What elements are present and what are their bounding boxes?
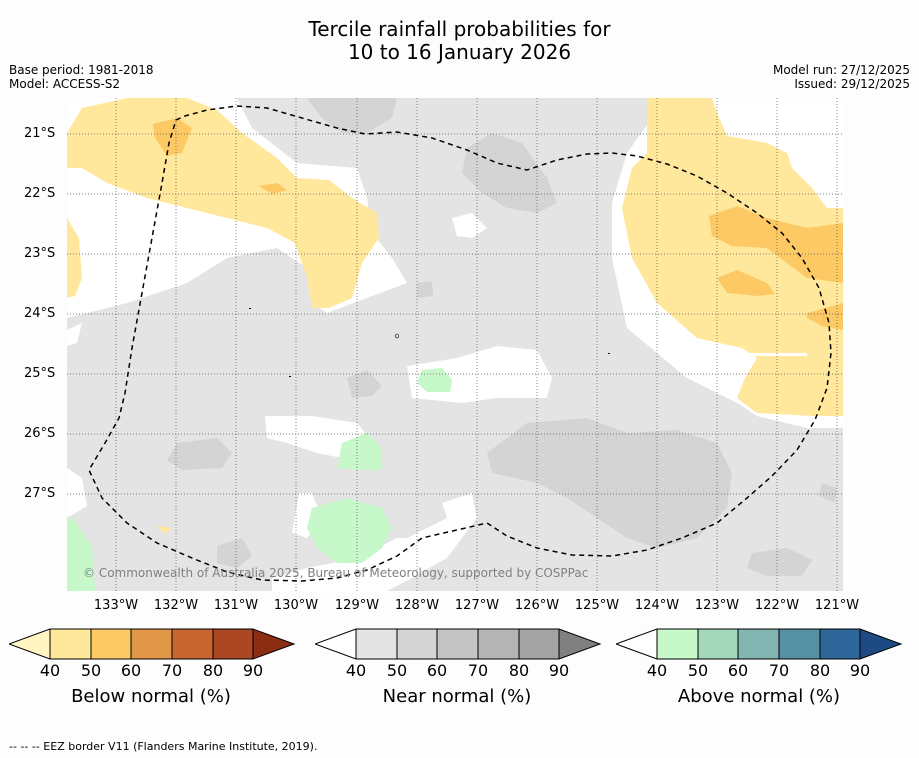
lon-label: 121°W	[814, 598, 860, 613]
probability-map	[67, 98, 843, 591]
colorbar-segment	[172, 629, 213, 659]
colorbar-segment	[356, 629, 397, 659]
tick-label: 60	[426, 661, 448, 680]
tick-label: 50	[687, 661, 709, 680]
tick-label: 90	[242, 661, 264, 680]
lon-label: 133°W	[93, 598, 139, 613]
colorbar-segment	[91, 629, 131, 659]
lon-label: 123°W	[694, 598, 740, 613]
colorbar-segment	[50, 629, 91, 659]
tick-label: 80	[809, 661, 831, 680]
base-period: Base period: 1981-2018	[9, 63, 154, 77]
colorbar-above-normal	[616, 628, 903, 660]
lat-label: 27°S	[24, 486, 56, 501]
title-line-1: Tercile rainfall probabilities for	[308, 17, 611, 41]
lon-label: 127°W	[454, 598, 500, 613]
colorbar-segment	[315, 629, 356, 659]
below-normal-40-50	[67, 98, 843, 534]
tick-label: 40	[39, 661, 61, 680]
colorbar-dividers	[355, 629, 560, 659]
colorbar-segment	[437, 629, 478, 659]
colorbar-below-normal	[9, 628, 296, 660]
colorbar-near-normal	[315, 628, 602, 660]
colorbar-segment	[9, 629, 50, 659]
white-island-right	[747, 353, 807, 356]
lat-label: 21°S	[24, 126, 56, 141]
below-normal-50-60	[153, 118, 843, 330]
lon-label: 132°W	[153, 598, 199, 613]
colorbar-segment	[616, 629, 657, 659]
tick-label: 60	[727, 661, 749, 680]
colorbar-segment	[779, 629, 820, 659]
white-hole-5	[452, 213, 487, 238]
colorbar-segment	[131, 629, 172, 659]
lon-label: 128°W	[394, 598, 440, 613]
colorbar-segment	[559, 629, 600, 659]
map-title: Tercile rainfall probabilities for 10 to…	[0, 18, 919, 64]
meta-left: Base period: 1981-2018 Model: ACCESS-S2	[9, 63, 154, 91]
tick-label: 80	[508, 661, 530, 680]
tick-label: 40	[646, 661, 668, 680]
tick-label: 90	[849, 661, 871, 680]
copyright-notice: © Commonwealth of Australia 2025, Bureau…	[83, 566, 589, 580]
lat-label: 23°S	[24, 246, 56, 261]
above-normal-regions	[67, 368, 452, 591]
lon-label: 124°W	[634, 598, 680, 613]
model-name: Model: ACCESS-S2	[9, 77, 121, 91]
colorbar-segment	[478, 629, 519, 659]
colorbar-dividers	[49, 629, 254, 659]
lon-label: 122°W	[754, 598, 800, 613]
lat-label: 26°S	[24, 426, 56, 441]
tick-label: 60	[120, 661, 142, 680]
tick-label: 70	[161, 661, 183, 680]
colorbar-segment	[213, 629, 253, 659]
near-normal-50-60	[167, 98, 837, 576]
lat-label: 24°S	[24, 306, 56, 321]
tick-label: 80	[202, 661, 224, 680]
lon-label: 129°W	[334, 598, 380, 613]
colorbar-segment	[253, 629, 294, 659]
colorbar-above-label: Above normal (%)	[677, 686, 841, 707]
lon-label: 126°W	[514, 598, 560, 613]
colorbar-segment	[738, 629, 779, 659]
lat-label: 25°S	[24, 366, 56, 381]
colorbar-segment	[698, 629, 738, 659]
meta-right: Model run: 27/12/2025 Issued: 29/12/2025	[773, 63, 910, 91]
lon-label: 125°W	[574, 598, 620, 613]
map-specks	[249, 308, 610, 377]
colorbar-below-label: Below normal (%)	[71, 686, 231, 707]
colorbar-segment	[820, 629, 860, 659]
colorbar-segment	[860, 629, 901, 659]
colorbar-segment	[519, 629, 559, 659]
tick-label: 50	[386, 661, 408, 680]
lon-label: 131°W	[213, 598, 259, 613]
tick-label: 50	[80, 661, 102, 680]
issued-date: Issued: 29/12/2025	[794, 77, 910, 91]
lon-label: 130°W	[273, 598, 319, 613]
eez-footnote: -- -- -- EEZ border V11 (Flanders Marine…	[9, 740, 318, 753]
eez-border	[88, 105, 832, 582]
model-run: Model run: 27/12/2025	[772, 63, 910, 77]
colorbar-segment	[657, 629, 698, 659]
colorbar-near-label: Near normal (%)	[382, 686, 532, 707]
colorbar-segment	[397, 629, 437, 659]
tick-label: 90	[548, 661, 570, 680]
tick-label: 40	[345, 661, 367, 680]
white-hole-7	[67, 323, 82, 346]
gridlines	[67, 98, 843, 591]
lat-label: 22°S	[24, 186, 56, 201]
white-band-left	[67, 178, 227, 298]
title-line-2: 10 to 16 January 2026	[347, 40, 572, 64]
colorbar-dividers	[656, 629, 861, 659]
tick-label: 70	[467, 661, 489, 680]
tick-label: 70	[768, 661, 790, 680]
white-hole-3	[272, 493, 477, 591]
